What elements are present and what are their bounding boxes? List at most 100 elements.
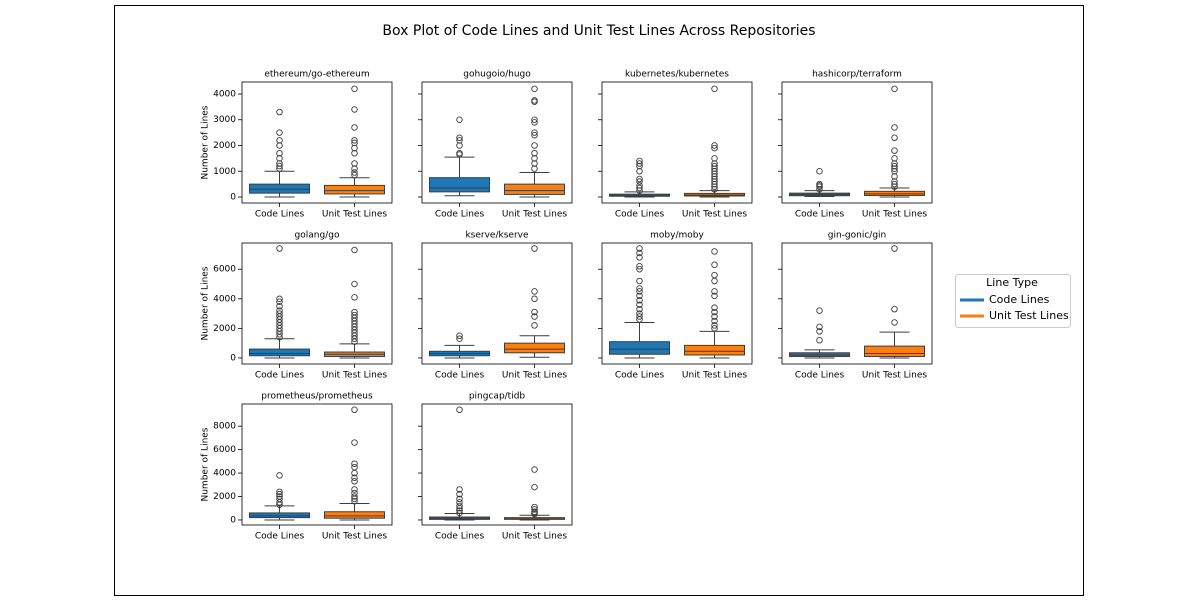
y-tick-label: 4000 [213,294,236,304]
axes-frame [781,81,933,204]
x-tick-label: Code Lines [795,210,845,220]
outlier [276,129,283,136]
outlier [276,493,283,500]
outlier [891,180,898,188]
outlier [351,493,358,500]
y-tick-label: 6000 [213,445,236,455]
outlier [531,116,538,123]
outlier [276,307,283,314]
outlier [531,142,538,149]
box [324,511,385,519]
outlier [531,288,538,295]
outlier [636,160,643,167]
axes-frame [241,403,393,526]
outlier [276,310,283,317]
subplot-title: gin-gonic/gin [828,231,887,241]
subplot: moby/moby Code Lines Unit Test Lines [598,231,753,381]
outlier [711,144,718,152]
x-tick-label: Unit Test Lines [322,210,388,220]
outlier [711,261,718,269]
outlier [891,85,898,93]
outlier [711,162,718,170]
subplot: pingcap/tidb Code Lines Unit Test Lines [418,392,573,542]
outlier [636,157,643,165]
outlier [531,313,538,320]
outlier [351,246,358,254]
outlier [816,307,823,314]
outlier [711,85,718,93]
outlier [636,265,643,273]
outlier [276,490,283,498]
outlier [456,507,463,514]
outlier [531,85,538,93]
outlier [351,474,358,482]
subplot-title: pingcap/tidb [469,392,526,402]
x-tick-label: Code Lines [615,210,665,220]
subplot-title: prometheus/prometheus [261,392,373,402]
y-tick-label: 1000 [213,167,236,177]
y-tick-label: 4000 [213,469,236,479]
box [429,177,490,193]
outlier [276,472,283,479]
y-tick-label: 2000 [213,324,236,334]
outlier [636,182,643,189]
figure-title: Box Plot of Code Lines and Unit Test Lin… [382,23,815,39]
outlier [531,508,538,516]
outlier [891,162,898,170]
axes-frame [421,242,573,365]
outlier [891,305,898,313]
y-tick-label: 0 [230,515,236,525]
outlier [636,292,643,300]
outlier [891,245,898,252]
outlier [711,288,718,295]
x-tick-label: Unit Test Lines [862,371,928,381]
y-tick-label: 3000 [213,115,236,125]
x-tick-label: Code Lines [255,371,305,381]
outlier [456,116,463,123]
outlier [636,313,643,320]
x-tick-label: Code Lines [255,210,305,220]
box [324,184,385,195]
x-tick-label: Unit Test Lines [682,371,748,381]
axes-frame [781,242,933,365]
subplot: kubernetes/kubernetes Code Lines Unit Test… [598,70,753,220]
legend: Line Type Code Lines Unit Test Lines [955,274,1071,328]
outlier [351,463,358,471]
subplot: prometheus/prometheus Number of Lines 0 200… [201,392,393,542]
outlier [711,142,718,149]
outlier [531,131,538,139]
outlier [531,295,538,303]
outlier [816,180,823,188]
x-tick-label: Unit Test Lines [502,532,568,542]
outlier [351,160,358,167]
box [609,341,670,355]
outlier [276,149,283,157]
outlier [351,406,358,414]
outlier [351,124,358,131]
outlier [816,328,823,335]
y-tick-label: 4000 [213,89,236,99]
outlier [351,497,358,505]
y-tick-label: 2000 [213,492,236,502]
outlier [351,486,358,493]
legend-label: Unit Test Lines [989,309,1069,322]
outlier [351,439,358,446]
subplot-title: kubernetes/kubernetes [625,70,729,80]
subplot-title: kserve/kserve [465,231,528,241]
outlier [531,97,538,104]
outlier [891,155,898,162]
legend-frame [955,274,1071,328]
outlier [711,313,718,320]
outlier [351,460,358,467]
outlier [711,271,718,279]
outlier [636,245,643,252]
outlier [351,137,358,144]
outlier [531,322,538,329]
outlier [711,292,718,300]
outlier [636,297,643,304]
outlier [456,134,463,142]
x-tick-label: Unit Test Lines [322,532,388,542]
box [249,183,310,194]
outlier [636,277,643,285]
outlier [531,129,538,136]
